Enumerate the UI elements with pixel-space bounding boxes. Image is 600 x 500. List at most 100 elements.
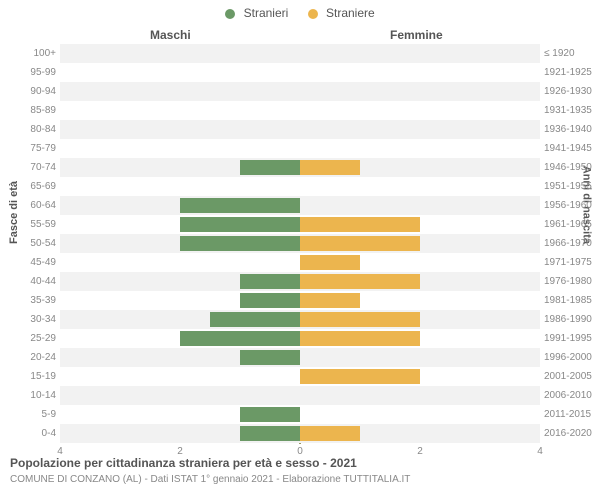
data-row: 100+≤ 1920 (60, 44, 540, 63)
data-row: 70-741946-1950 (60, 158, 540, 177)
bar-male (210, 312, 300, 327)
data-row: 35-391981-1985 (60, 291, 540, 310)
bar-male (240, 293, 300, 308)
data-row: 15-192001-2005 (60, 367, 540, 386)
y-tick-age: 65-69 (12, 177, 56, 196)
row-band (60, 139, 540, 158)
y-tick-age: 85-89 (12, 101, 56, 120)
y-tick-birth: 1936-1940 (544, 120, 596, 139)
data-row: 50-541966-1970 (60, 234, 540, 253)
bar-female (300, 160, 360, 175)
y-tick-birth: 2001-2005 (544, 367, 596, 386)
plot-area: 100+≤ 192095-991921-192590-941926-193085… (60, 44, 540, 444)
data-row: 75-791941-1945 (60, 139, 540, 158)
y-tick-age: 25-29 (12, 329, 56, 348)
y-tick-age: 70-74 (12, 158, 56, 177)
bar-female (300, 293, 360, 308)
y-tick-age: 20-24 (12, 348, 56, 367)
y-tick-age: 90-94 (12, 82, 56, 101)
legend-label-male: Stranieri (244, 6, 289, 20)
data-row: 20-241996-2000 (60, 348, 540, 367)
data-row: 65-691951-1955 (60, 177, 540, 196)
data-row: 95-991921-1925 (60, 63, 540, 82)
row-band (60, 196, 540, 215)
y-tick-birth: 1976-1980 (544, 272, 596, 291)
y-tick-age: 55-59 (12, 215, 56, 234)
data-row: 55-591961-1965 (60, 215, 540, 234)
bar-female (300, 274, 420, 289)
y-tick-birth: 1926-1930 (544, 82, 596, 101)
y-tick-birth: ≤ 1920 (544, 44, 596, 63)
bar-male (240, 407, 300, 422)
y-tick-age: 95-99 (12, 63, 56, 82)
y-tick-age: 10-14 (12, 386, 56, 405)
data-row: 10-142006-2010 (60, 386, 540, 405)
bar-female (300, 217, 420, 232)
y-tick-birth: 1981-1985 (544, 291, 596, 310)
population-pyramid-chart: Stranieri Straniere Maschi Femmine Fasce… (0, 0, 600, 500)
bar-female (300, 255, 360, 270)
row-band (60, 120, 540, 139)
y-tick-birth: 1996-2000 (544, 348, 596, 367)
bar-male (180, 236, 300, 251)
row-band (60, 63, 540, 82)
bar-female (300, 369, 420, 384)
y-tick-birth: 1921-1925 (544, 63, 596, 82)
data-row: 60-641956-1960 (60, 196, 540, 215)
bar-male (180, 331, 300, 346)
y-tick-birth: 1971-1975 (544, 253, 596, 272)
data-row: 0-42016-2020 (60, 424, 540, 443)
y-tick-birth: 1966-1970 (544, 234, 596, 253)
y-tick-age: 35-39 (12, 291, 56, 310)
bar-female (300, 236, 420, 251)
column-header-female: Femmine (390, 28, 443, 42)
data-row: 30-341986-1990 (60, 310, 540, 329)
legend-item-male: Stranieri (225, 6, 288, 20)
row-band (60, 348, 540, 367)
y-tick-birth: 1941-1945 (544, 139, 596, 158)
y-tick-age: 0-4 (12, 424, 56, 443)
y-tick-age: 30-34 (12, 310, 56, 329)
legend-swatch-female (308, 9, 318, 19)
bar-female (300, 331, 420, 346)
row-band (60, 44, 540, 63)
legend-swatch-male (225, 9, 235, 19)
y-tick-birth: 1946-1950 (544, 158, 596, 177)
y-tick-age: 40-44 (12, 272, 56, 291)
bar-male (240, 160, 300, 175)
data-row: 85-891931-1935 (60, 101, 540, 120)
bar-male (180, 198, 300, 213)
row-band (60, 386, 540, 405)
data-row: 25-291991-1995 (60, 329, 540, 348)
bar-male (240, 426, 300, 441)
y-tick-age: 75-79 (12, 139, 56, 158)
y-tick-age: 5-9 (12, 405, 56, 424)
y-tick-age: 100+ (12, 44, 56, 63)
bar-male (240, 350, 300, 365)
chart-subtitle: COMUNE DI CONZANO (AL) - Dati ISTAT 1° g… (10, 474, 410, 485)
x-tick: 2 (410, 446, 430, 457)
y-tick-birth: 1986-1990 (544, 310, 596, 329)
row-band (60, 405, 540, 424)
y-tick-birth: 1961-1965 (544, 215, 596, 234)
x-tick: 4 (530, 446, 550, 457)
y-tick-birth: 2006-2010 (544, 386, 596, 405)
y-tick-age: 50-54 (12, 234, 56, 253)
y-tick-birth: 1956-1960 (544, 196, 596, 215)
legend-item-female: Straniere (308, 6, 375, 20)
y-tick-birth: 1991-1995 (544, 329, 596, 348)
bar-male (240, 274, 300, 289)
y-tick-age: 60-64 (12, 196, 56, 215)
legend-label-female: Straniere (326, 6, 375, 20)
y-tick-age: 80-84 (12, 120, 56, 139)
data-row: 45-491971-1975 (60, 253, 540, 272)
y-tick-birth: 1931-1935 (544, 101, 596, 120)
data-row: 80-841936-1940 (60, 120, 540, 139)
column-header-male: Maschi (150, 28, 191, 42)
bar-female (300, 426, 360, 441)
bar-male (180, 217, 300, 232)
row-band (60, 101, 540, 120)
y-tick-birth: 1951-1955 (544, 177, 596, 196)
bar-female (300, 312, 420, 327)
y-tick-birth: 2016-2020 (544, 424, 596, 443)
